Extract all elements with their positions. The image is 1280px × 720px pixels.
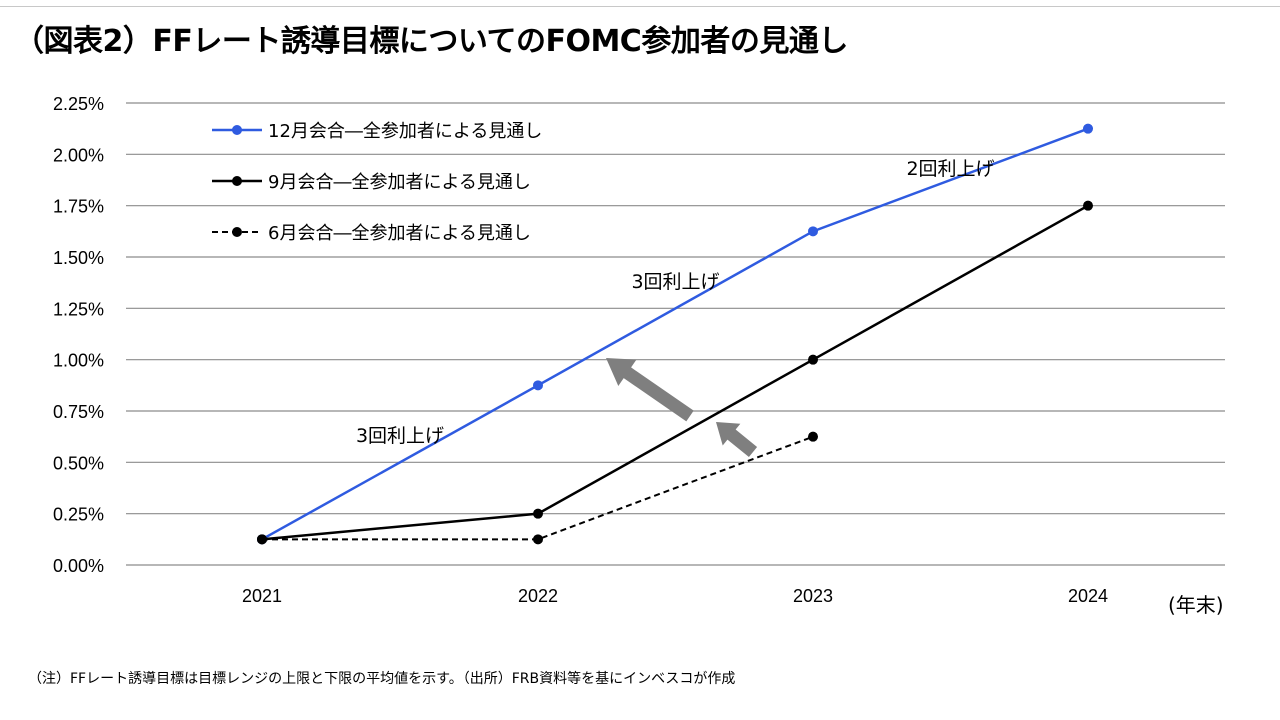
- y-axis-ticks: 0.00% 0.25% 0.50% 0.75% 1.00% 1.25% 1.50% 1.75%…: [53, 94, 104, 576]
- data-point: [808, 431, 818, 442]
- x-tick-label: 2023: [793, 586, 833, 606]
- series-line-1: [261, 204, 1089, 541]
- data-point: [257, 534, 267, 545]
- data-point: [533, 508, 543, 519]
- x-unit-label: (年末): [1168, 593, 1224, 617]
- x-axis-ticks: 2021 2022 2023 2024: [242, 586, 1108, 606]
- y-tick-label: 2.25%: [53, 94, 104, 114]
- series: [257, 123, 1093, 545]
- y-tick-label: 2.00%: [53, 145, 104, 165]
- y-tick-label: 1.50%: [53, 248, 104, 268]
- series-line-2: [262, 435, 814, 541]
- data-point: [533, 534, 543, 545]
- y-tick-label: 0.00%: [53, 556, 104, 576]
- legend-swatch-marker: [232, 227, 242, 237]
- annotations: 3回利上げ 3回利上げ 2回利上げ: [356, 158, 995, 447]
- footnote: （注）FFレート誘導目標は目標レンジの上限と下限の平均値を示す。（出所）FRB資…: [28, 671, 736, 687]
- upgrade-arrow-large: [606, 358, 694, 422]
- data-point: [1083, 200, 1093, 211]
- y-tick-label: 0.25%: [53, 505, 104, 525]
- upgrade-arrow-small: [716, 422, 758, 458]
- data-point: [808, 226, 818, 237]
- y-tick-label: 1.75%: [53, 197, 104, 217]
- legend-swatch-marker: [232, 125, 242, 135]
- series-line-0: [261, 127, 1089, 541]
- x-tick-label: 2022: [518, 586, 558, 606]
- y-tick-label: 1.00%: [53, 351, 104, 371]
- data-point: [808, 354, 818, 365]
- legend-swatch-marker: [232, 176, 242, 186]
- chart-title: （図表2）FFレート誘導目標についてのFOMC参加者の見通し: [14, 24, 848, 59]
- y-tick-label: 0.50%: [53, 453, 104, 473]
- legend: 12月会合―全参加者による見通し 9月会合―全参加者による見通し 6月会合―全参加者…: [212, 121, 542, 244]
- legend-label: 12月会合―全参加者による見通し: [268, 121, 542, 142]
- data-point: [533, 380, 543, 391]
- arrows: [606, 358, 758, 458]
- legend-label: 6月会合―全参加者による見通し: [268, 223, 531, 244]
- top-rule: [0, 6, 1280, 7]
- legend-label: 9月会合―全参加者による見通し: [268, 172, 531, 193]
- line-chart: 0.00% 0.25% 0.50% 0.75% 1.00% 1.25% 1.50% 1.75%…: [53, 94, 1225, 617]
- annotation-label: 2回利上げ: [906, 158, 994, 180]
- y-tick-label: 0.75%: [53, 402, 104, 422]
- x-tick-label: 2024: [1068, 586, 1108, 606]
- x-tick-label: 2021: [242, 586, 282, 606]
- data-point: [1083, 123, 1093, 134]
- y-tick-label: 1.25%: [53, 299, 104, 319]
- annotation-label: 3回利上げ: [631, 271, 719, 293]
- annotation-label: 3回利上げ: [356, 425, 444, 447]
